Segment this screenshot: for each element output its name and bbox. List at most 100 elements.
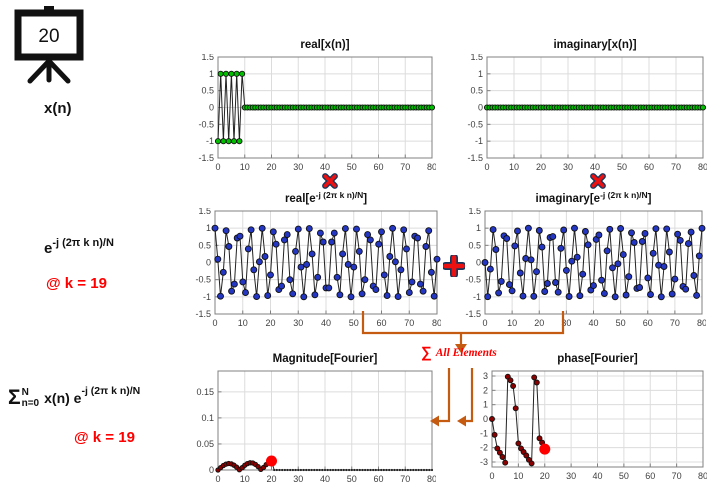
exp-superscript: -j (2π k n)/N xyxy=(52,237,114,249)
svg-text:10: 10 xyxy=(240,474,250,484)
svg-text:1.5: 1.5 xyxy=(198,208,211,216)
svg-text:-2: -2 xyxy=(480,443,488,453)
chart-title-real-exp: real[e-j (2π k n)/N] xyxy=(284,189,368,206)
label-at-k-middle: @ k = 19 xyxy=(46,275,107,292)
sigma-symbol: Σ xyxy=(8,386,21,409)
svg-text:1.5: 1.5 xyxy=(201,54,214,62)
svg-text:60: 60 xyxy=(376,318,386,328)
svg-text:-0.5: -0.5 xyxy=(198,119,214,129)
svg-text:70: 70 xyxy=(672,471,682,481)
svg-text:1.5: 1.5 xyxy=(468,208,481,216)
svg-text:20: 20 xyxy=(266,162,276,172)
svg-text:30: 30 xyxy=(293,474,303,484)
real-exp-plot: 0 10 20 30 40 50 60 70 80 -1.5 -1 -0.5 0 0.5 1 1.5 xyxy=(195,206,442,328)
svg-text:80: 80 xyxy=(697,318,706,328)
chart-imag-exp: imaginary[e-j (2π k n)/N] 0 10 20 30 40 50 60 7… xyxy=(457,189,707,339)
chart-title-imag-xn: imaginary[x(n)] xyxy=(553,39,637,51)
svg-text:40: 40 xyxy=(321,318,331,328)
svg-text:70: 70 xyxy=(671,162,681,172)
chart-imag-xn: imaginary[x(n)] 0 10 20 30 40 50 60 70 80 -1.5 -1-… xyxy=(459,36,708,183)
svg-text:-1: -1 xyxy=(475,136,483,146)
svg-text:-1: -1 xyxy=(206,136,214,146)
svg-text:0.5: 0.5 xyxy=(470,86,483,96)
svg-text:60: 60 xyxy=(373,162,383,172)
multiply-icon xyxy=(590,173,606,189)
svg-text:80: 80 xyxy=(427,162,436,172)
svg-text:80: 80 xyxy=(698,162,707,172)
svg-text:-0.5: -0.5 xyxy=(195,275,211,285)
svg-text:0.05: 0.05 xyxy=(196,439,214,449)
svg-text:10: 10 xyxy=(238,318,248,328)
sum-exponent: -j (2π k n)/N xyxy=(81,385,141,397)
svg-text:70: 70 xyxy=(404,318,414,328)
svg-text:0.15: 0.15 xyxy=(196,387,214,397)
svg-text:10: 10 xyxy=(240,162,250,172)
svg-text:-1.5: -1.5 xyxy=(195,309,211,319)
magnitude-plot: 0 10 20 30 40 50 60 70 80 0 0.05 0.1 0.15 xyxy=(196,370,437,484)
svg-text:0.5: 0.5 xyxy=(198,240,211,250)
svg-text:-0.5: -0.5 xyxy=(465,275,481,285)
svg-text:50: 50 xyxy=(349,318,359,328)
chart-magnitude: Magnitude[Fourier] 0 10 20 30 40 50 60 70 80 0 0.0… xyxy=(190,350,437,489)
icon-number: 20 xyxy=(38,26,59,47)
svg-text:1: 1 xyxy=(209,69,214,79)
svg-text:-1.5: -1.5 xyxy=(198,153,214,163)
svg-text:1: 1 xyxy=(478,69,483,79)
sigma-upper: N xyxy=(21,387,29,398)
imag-exp-plot: 0 10 20 30 40 50 60 70 80 -1.5 -1 -0.5 0 0.5 1 1.5 xyxy=(465,206,707,328)
svg-text:0: 0 xyxy=(483,414,488,424)
svg-text:70: 70 xyxy=(400,474,410,484)
svg-text:50: 50 xyxy=(619,471,629,481)
svg-text:0: 0 xyxy=(478,103,483,113)
svg-text:20: 20 xyxy=(534,318,544,328)
svg-text:70: 70 xyxy=(670,318,680,328)
plus-icon xyxy=(443,255,465,277)
svg-text:0: 0 xyxy=(212,318,217,328)
exp-base: e xyxy=(44,240,53,257)
chart-title-real-xn: real[x(n)] xyxy=(300,39,350,51)
svg-text:0: 0 xyxy=(489,471,494,481)
svg-text:0: 0 xyxy=(215,162,220,172)
svg-text:0: 0 xyxy=(209,465,214,475)
svg-text:30: 30 xyxy=(293,318,303,328)
sigma-lower: n=0 xyxy=(21,398,40,409)
sum-text: All Elements xyxy=(435,347,497,359)
svg-text:-1.5: -1.5 xyxy=(465,309,481,319)
sum-symbol: ∑ xyxy=(421,344,432,361)
svg-text:0: 0 xyxy=(482,318,487,328)
svg-text:50: 50 xyxy=(347,474,357,484)
svg-text:1: 1 xyxy=(476,223,481,233)
svg-text:-1.5: -1.5 xyxy=(467,153,483,163)
svg-text:1: 1 xyxy=(483,400,488,410)
projector-screen-icon: 20 xyxy=(14,6,84,84)
svg-text:40: 40 xyxy=(588,318,598,328)
svg-text:60: 60 xyxy=(645,471,655,481)
svg-text:50: 50 xyxy=(347,162,357,172)
multiply-icon xyxy=(322,173,338,189)
svg-text:20: 20 xyxy=(536,162,546,172)
real-xn-plot: 0 10 20 30 40 50 60 70 80 -1.5 -1 -0.5 0 0.5 1 1.5 xyxy=(198,52,437,172)
svg-text:60: 60 xyxy=(373,474,383,484)
svg-text:10: 10 xyxy=(509,162,519,172)
svg-text:20: 20 xyxy=(265,318,275,328)
svg-text:50: 50 xyxy=(616,318,626,328)
svg-text:3: 3 xyxy=(483,371,488,381)
svg-text:80: 80 xyxy=(698,471,707,481)
svg-text:70: 70 xyxy=(400,162,410,172)
svg-text:0.1: 0.1 xyxy=(201,413,214,423)
svg-text:0: 0 xyxy=(476,258,481,268)
svg-text:60: 60 xyxy=(643,318,653,328)
phase-plot: 0 10 20 30 40 50 60 70 80 -3 -2 -1 0 1 2 3 xyxy=(480,370,708,481)
svg-text:30: 30 xyxy=(566,471,576,481)
svg-text:60: 60 xyxy=(644,162,654,172)
sigma-limits: N n=0 xyxy=(22,387,40,409)
chart-title-imag-exp: imaginary[e-j (2π k n)/N] xyxy=(535,189,652,206)
svg-text:10: 10 xyxy=(507,318,517,328)
svg-text:30: 30 xyxy=(293,162,303,172)
chart-real-exp: real[e-j (2π k n)/N] 0 10 20 30 40 50 60 70 80 -1… xyxy=(187,189,442,339)
svg-text:-1: -1 xyxy=(473,292,481,302)
svg-text:-3: -3 xyxy=(480,457,488,467)
svg-text:0: 0 xyxy=(215,474,220,484)
svg-text:-1: -1 xyxy=(203,292,211,302)
